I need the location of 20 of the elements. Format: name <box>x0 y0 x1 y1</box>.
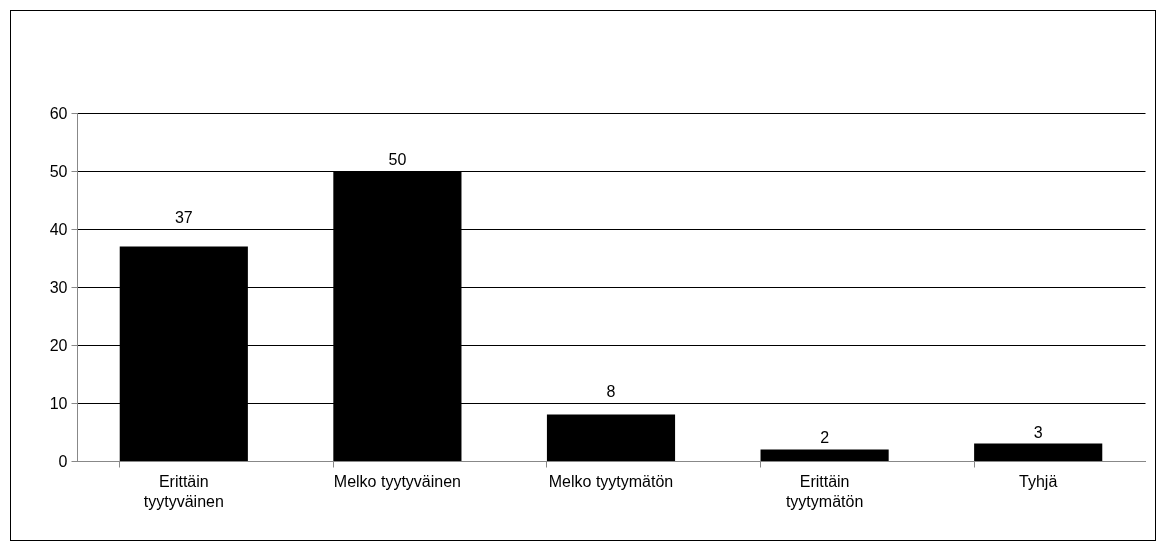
bar <box>546 414 676 461</box>
y-tick-label: 60 <box>49 104 68 122</box>
x-tick-label: Tyhjä <box>1019 472 1058 490</box>
y-tick-label: 30 <box>49 278 68 296</box>
x-tick-label: Melko tyytymätön <box>548 472 674 490</box>
data-label: 8 <box>606 383 616 400</box>
x-tick-label: Melko tyytyväinen <box>333 472 461 490</box>
x-tick-label: Erittäin tyytymätön <box>785 472 864 510</box>
data-label: 37 <box>174 209 193 226</box>
data-label: 2 <box>820 429 830 447</box>
data-label: 3 <box>1033 423 1043 441</box>
y-tick-label: 20 <box>49 336 68 354</box>
bar <box>760 449 889 461</box>
data-label: 50 <box>388 151 407 168</box>
y-tick-label: 50 <box>49 162 68 180</box>
bar <box>974 443 1103 461</box>
x-tick-label: Erittäin tyytyväinen <box>143 472 224 510</box>
y-tick-label: 40 <box>49 220 68 238</box>
y-tick-label: 10 <box>49 394 68 412</box>
y-tick-label: 0 <box>58 452 68 470</box>
